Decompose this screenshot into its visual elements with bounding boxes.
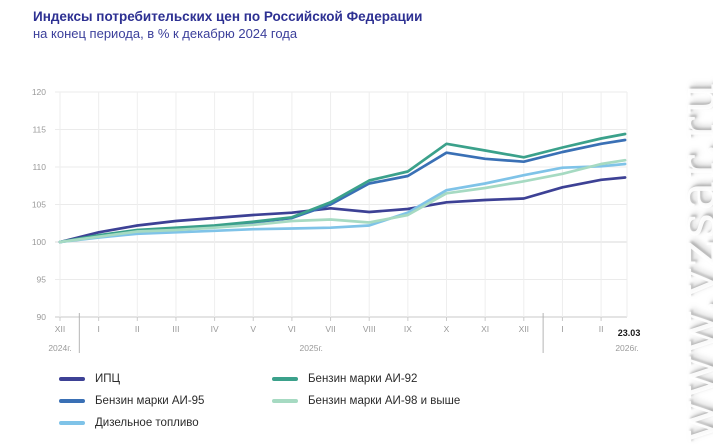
legend-item: Бензин марки АИ-95 [59, 390, 204, 412]
year-label: 2026г. [615, 343, 638, 353]
legend-label: Бензин марки АИ-92 [308, 373, 418, 385]
year-label: 2025г. [300, 343, 323, 353]
legend-label: Бензин марки АИ-98 и выше [308, 395, 461, 407]
legend-swatch-icon [59, 399, 85, 403]
x-axis-tick-label: III [172, 324, 179, 334]
y-axis-tick-label: 100 [32, 237, 46, 247]
y-axis-tick-label: 95 [37, 275, 47, 285]
x-axis-tick-label: V [250, 324, 256, 334]
series-line [58, 158, 627, 244]
chart-header: Индексы потребительских цен по Российско… [33, 8, 422, 42]
x-axis-tick-label: II [135, 324, 140, 334]
legend-swatch-icon [272, 399, 298, 403]
y-axis-tick-label: 115 [32, 125, 46, 135]
chart-title: Индексы потребительских цен по Российско… [33, 9, 423, 24]
legend-item: Бензин марки АИ-98 и выше [272, 390, 460, 412]
legend-item: Дизельное топливо [59, 412, 204, 434]
legend-column-left: ИПЦ Бензин марки АИ-95 Дизельное топливо [59, 368, 204, 434]
legend-item: Бензин марки АИ-92 [272, 368, 460, 390]
x-axis-tick-label: IV [211, 324, 219, 334]
legend-label: Бензин марки АИ-95 [95, 395, 205, 407]
y-axis-tick-label: 120 [32, 87, 46, 97]
chart-subtitle: на конец периода, в % к декабрю 2024 год… [33, 25, 298, 41]
year-label: 2024г. [48, 343, 71, 353]
x-axis-tick-label: VIII [363, 324, 376, 334]
legend-swatch-icon [272, 377, 298, 381]
y-axis-tick-label: 90 [37, 312, 47, 322]
legend-column-right: Бензин марки АИ-92 Бензин марки АИ-98 и в… [272, 368, 460, 412]
x-axis-tick-label: I [97, 324, 99, 334]
legend-swatch-icon [59, 377, 85, 381]
y-axis-tick-label: 110 [32, 162, 46, 172]
x-axis-tick-label: VII [325, 324, 335, 334]
x-axis-tick-label: II [599, 324, 604, 334]
x-axis-tick-label: XI [481, 324, 489, 334]
x-axis-tick-label: XII [55, 324, 65, 334]
series-line [58, 132, 627, 244]
x-axis-tick-label: I [561, 324, 563, 334]
series-line [58, 162, 627, 244]
series-line [58, 176, 627, 244]
legend-item: ИПЦ [59, 368, 204, 390]
x-axis-tick-label: XII [519, 324, 529, 334]
x-axis-tick-label: IX [404, 324, 412, 334]
x-axis-tick-label: VI [288, 324, 296, 334]
legend-label: Дизельное топливо [95, 417, 199, 429]
y-axis-tick-label: 105 [32, 200, 46, 210]
x-axis-tick-label: X [444, 324, 450, 334]
legend-label: ИПЦ [95, 373, 121, 385]
legend-swatch-icon [59, 421, 85, 425]
last-point-date-label: 23.03 [618, 328, 641, 338]
